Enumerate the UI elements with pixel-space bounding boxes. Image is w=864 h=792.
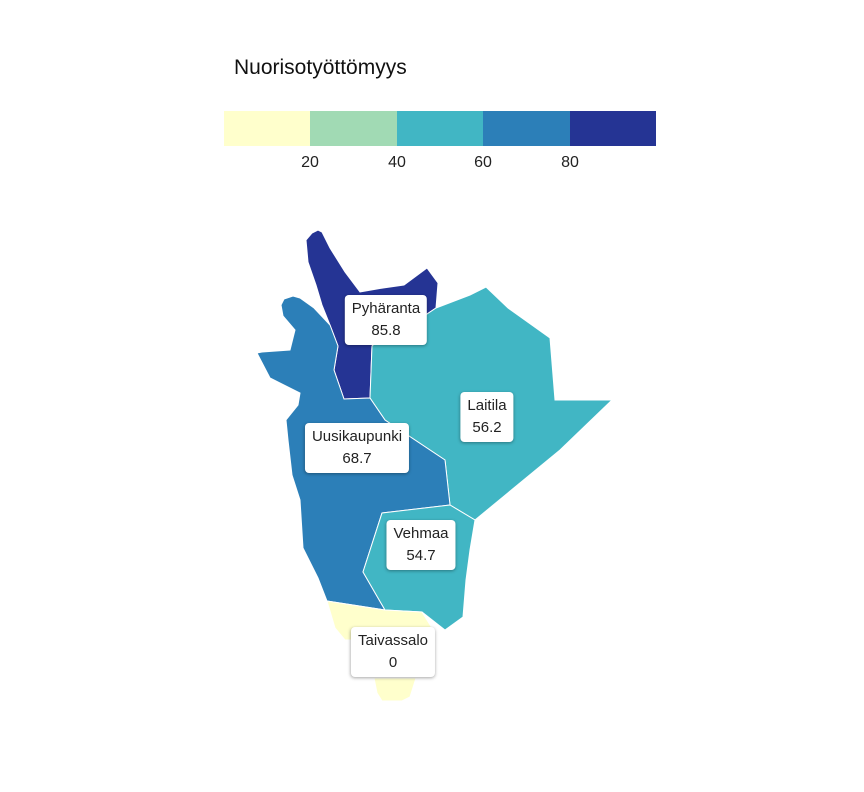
region-name: Taivassalo [357, 632, 429, 649]
region-value: 54.7 [406, 547, 436, 564]
legend-swatch-1 [224, 111, 311, 146]
map-label-uusikaupunki: Uusikaupunki 68.7 [304, 423, 410, 473]
region-taivassalo-island[interactable] [373, 677, 417, 702]
map-label-vehmaa: Vehmaa 54.7 [386, 520, 456, 570]
legend-swatch-2 [310, 111, 397, 146]
legend-tick-20: 20 [301, 154, 319, 171]
legend-bar [224, 111, 657, 146]
legend-tick-80: 80 [561, 154, 579, 171]
map-label-taivassalo: Taivassalo 0 [350, 627, 436, 677]
region-name: Laitila [467, 397, 507, 414]
legend-title: Nuorisotyöttömyys [234, 56, 407, 79]
region-name: Uusikaupunki [311, 428, 403, 445]
region-name: Pyhäranta [351, 300, 421, 317]
region-value: 68.7 [342, 450, 372, 467]
legend-tick-40: 40 [388, 154, 406, 171]
legend-tick-60: 60 [474, 154, 492, 171]
map-label-pyharanta: Pyhäranta 85.8 [344, 295, 428, 345]
legend-swatch-5 [569, 111, 657, 146]
region-value: 0 [388, 654, 398, 671]
legend-swatch-3 [396, 111, 484, 146]
legend-swatch-4 [483, 111, 570, 146]
region-value: 85.8 [371, 322, 401, 339]
region-name: Vehmaa [393, 525, 449, 542]
region-value: 56.2 [472, 419, 502, 436]
map-label-laitila: Laitila 56.2 [460, 392, 514, 442]
